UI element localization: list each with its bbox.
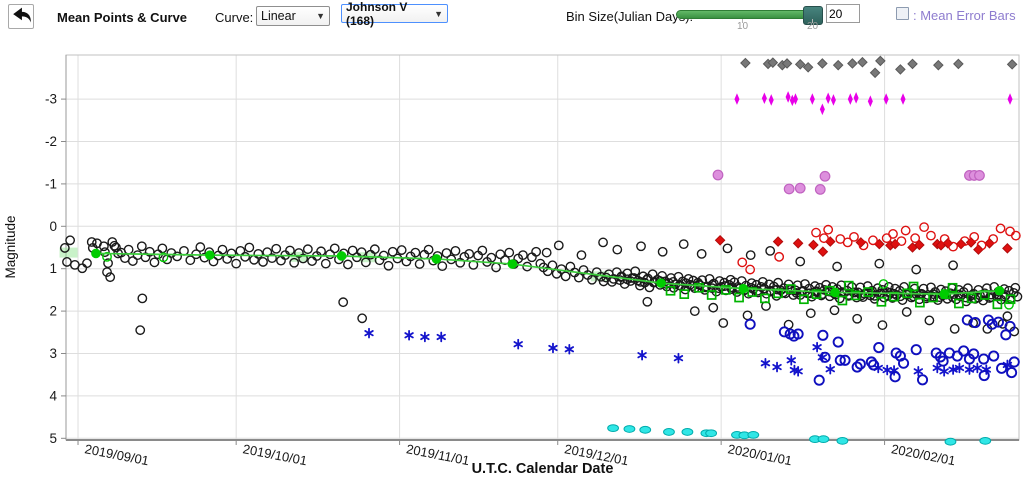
- y-axis-title: Magnitude: [3, 215, 18, 278]
- mean-curve: [91, 248, 1005, 299]
- x-tick-label: 2019/11/01: [405, 441, 471, 468]
- band-select-value: Johnson V (168): [346, 0, 408, 28]
- mean-point: [738, 283, 749, 294]
- mean-point: [994, 285, 1005, 296]
- y-tick-label: 1: [49, 261, 57, 276]
- curve-select-value: Linear: [261, 9, 296, 23]
- slider-tick-20: 20: [807, 21, 819, 32]
- x-tick-label: 2020/02/01: [890, 441, 957, 468]
- mean-point: [656, 278, 666, 288]
- mean-point: [91, 248, 101, 259]
- series-blue-asterisks: [364, 327, 1013, 377]
- series-blue-open-circles: [744, 314, 1020, 386]
- series-cyan-ellipses: [607, 424, 992, 446]
- y-tick-label: 0: [49, 219, 57, 234]
- mean-point: [336, 251, 347, 261]
- light-curve-chart: -3 -2 -1 0 1 2 3 4 5 2019/09/01 2019/10/01 2019/11/…: [0, 45, 1024, 479]
- mean-point: [939, 289, 949, 299]
- x-axis-title: U.T.C. Calendar Date: [472, 461, 614, 477]
- chevron-down-icon: ▼: [316, 11, 325, 21]
- chevron-down-icon: ▼: [434, 8, 443, 19]
- series-gray-diamonds: [740, 55, 1018, 79]
- series-violet-filled-circles: [712, 169, 985, 195]
- bin-size-slider-track[interactable]: [676, 10, 822, 19]
- slider-tickmark-20: [812, 19, 813, 23]
- bin-size-input[interactable]: [826, 4, 860, 23]
- y-tick-label: 3: [49, 346, 57, 361]
- slider-tickmark-10: [742, 19, 743, 23]
- y-tick-label: -3: [45, 92, 57, 107]
- mean-point: [507, 259, 518, 269]
- series-magenta-thin-diamonds: [734, 91, 1013, 116]
- mean-point: [830, 287, 840, 298]
- mean-point: [205, 250, 215, 260]
- y-tick-label: 2: [49, 304, 57, 319]
- mean-error-bars-checkbox[interactable]: [896, 7, 909, 20]
- back-button[interactable]: [8, 4, 34, 29]
- slider-tick-10: 10: [737, 21, 749, 32]
- series-green-open-circles: [102, 251, 1014, 310]
- y-tick-label: 4: [49, 388, 57, 403]
- series-red-open-circles: [737, 222, 1021, 275]
- band-select[interactable]: Johnson V (168) ▼: [341, 0, 448, 28]
- curve-label: Curve:: [215, 10, 254, 25]
- series-johnson-v-observations: [59, 235, 1023, 337]
- mean-point: [431, 254, 442, 264]
- axis-labels: -3 -2 -1 0 1 2 3 4 5 2019/09/01 2019/10/01 2019/11/…: [3, 92, 957, 477]
- y-tick-label: 5: [49, 431, 57, 446]
- series-green-open-squares: [665, 280, 1016, 310]
- gridlines: [66, 55, 1019, 440]
- mean-error-bars-label: : Mean Error Bars: [913, 8, 1016, 23]
- curve-select[interactable]: Linear ▼: [256, 6, 330, 26]
- back-arrow-icon: [11, 6, 32, 27]
- x-tick-label: 2019/10/01: [242, 441, 309, 468]
- page-title: Mean Points & Curve: [57, 10, 188, 25]
- y-tick-label: -1: [45, 176, 57, 191]
- toolbar: Mean Points & Curve Curve: Linear ▼ John…: [0, 0, 1024, 45]
- x-tick-label: 2019/09/01: [83, 441, 150, 468]
- y-tick-label: -2: [45, 134, 57, 149]
- chart-svg: -3 -2 -1 0 1 2 3 4 5 2019/09/01 2019/10/01 2019/11/…: [3, 54, 1023, 477]
- x-tick-label: 2020/01/01: [727, 441, 794, 468]
- bin-size-label: Bin Size(Julian Days):: [566, 9, 694, 24]
- bin-size-slider-thumb[interactable]: [803, 6, 823, 25]
